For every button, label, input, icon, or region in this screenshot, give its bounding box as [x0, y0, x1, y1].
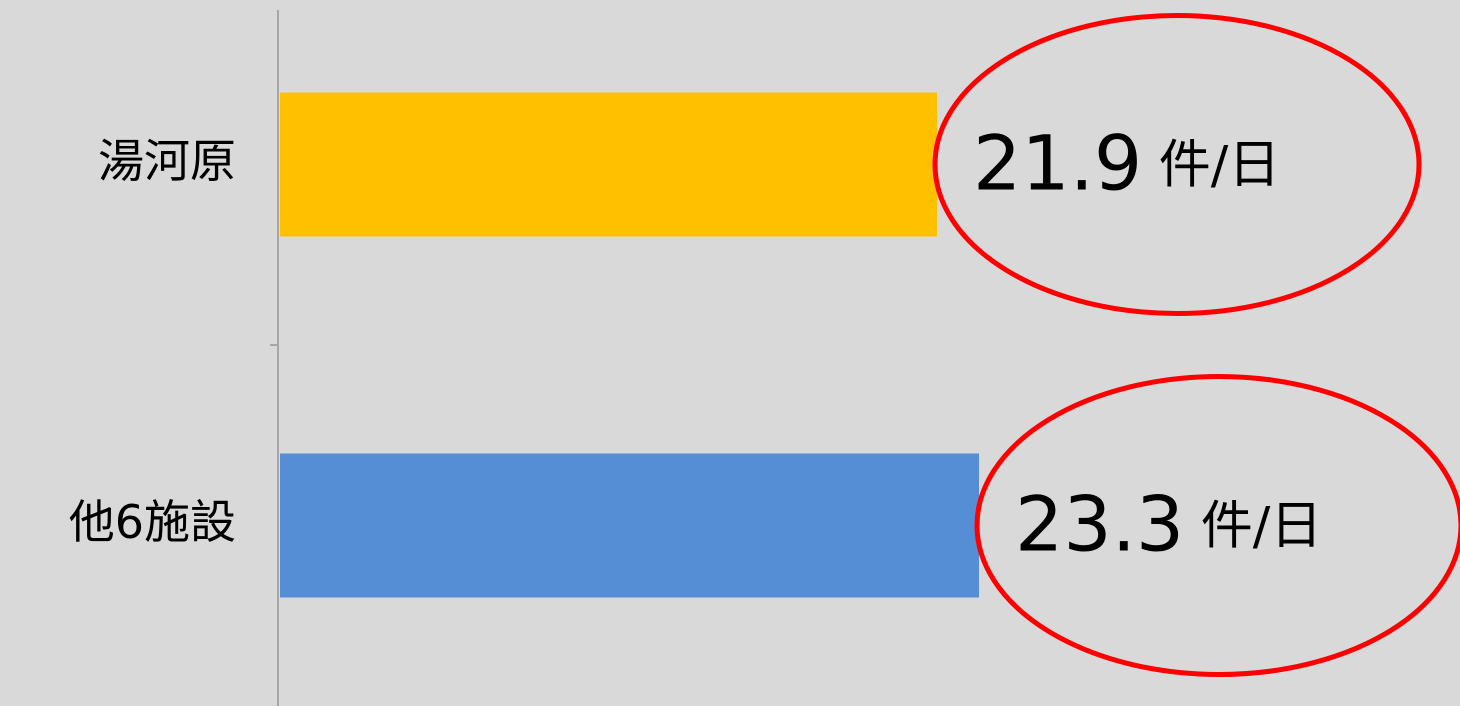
bar [280, 453, 979, 598]
value-label: 21.9 件/日 [973, 118, 1280, 207]
highlight-circle [974, 374, 1460, 677]
category-label: 他6施設 [69, 495, 236, 549]
value-label: 23.3 件/日 [1015, 479, 1322, 568]
bar [280, 92, 937, 237]
category-label: 湯河原 [98, 134, 236, 188]
highlight-circle [932, 13, 1422, 316]
